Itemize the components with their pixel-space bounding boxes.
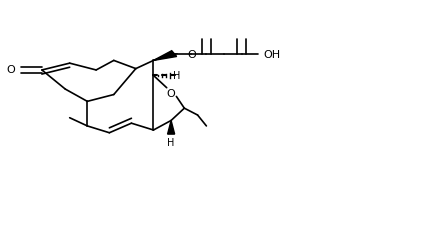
Text: H: H [173,71,180,81]
Text: H: H [168,137,175,147]
Polygon shape [168,121,175,134]
Text: O: O [187,49,196,59]
Polygon shape [153,52,177,61]
Text: OH: OH [264,49,281,59]
Text: O: O [167,89,176,99]
Text: O: O [7,64,15,74]
